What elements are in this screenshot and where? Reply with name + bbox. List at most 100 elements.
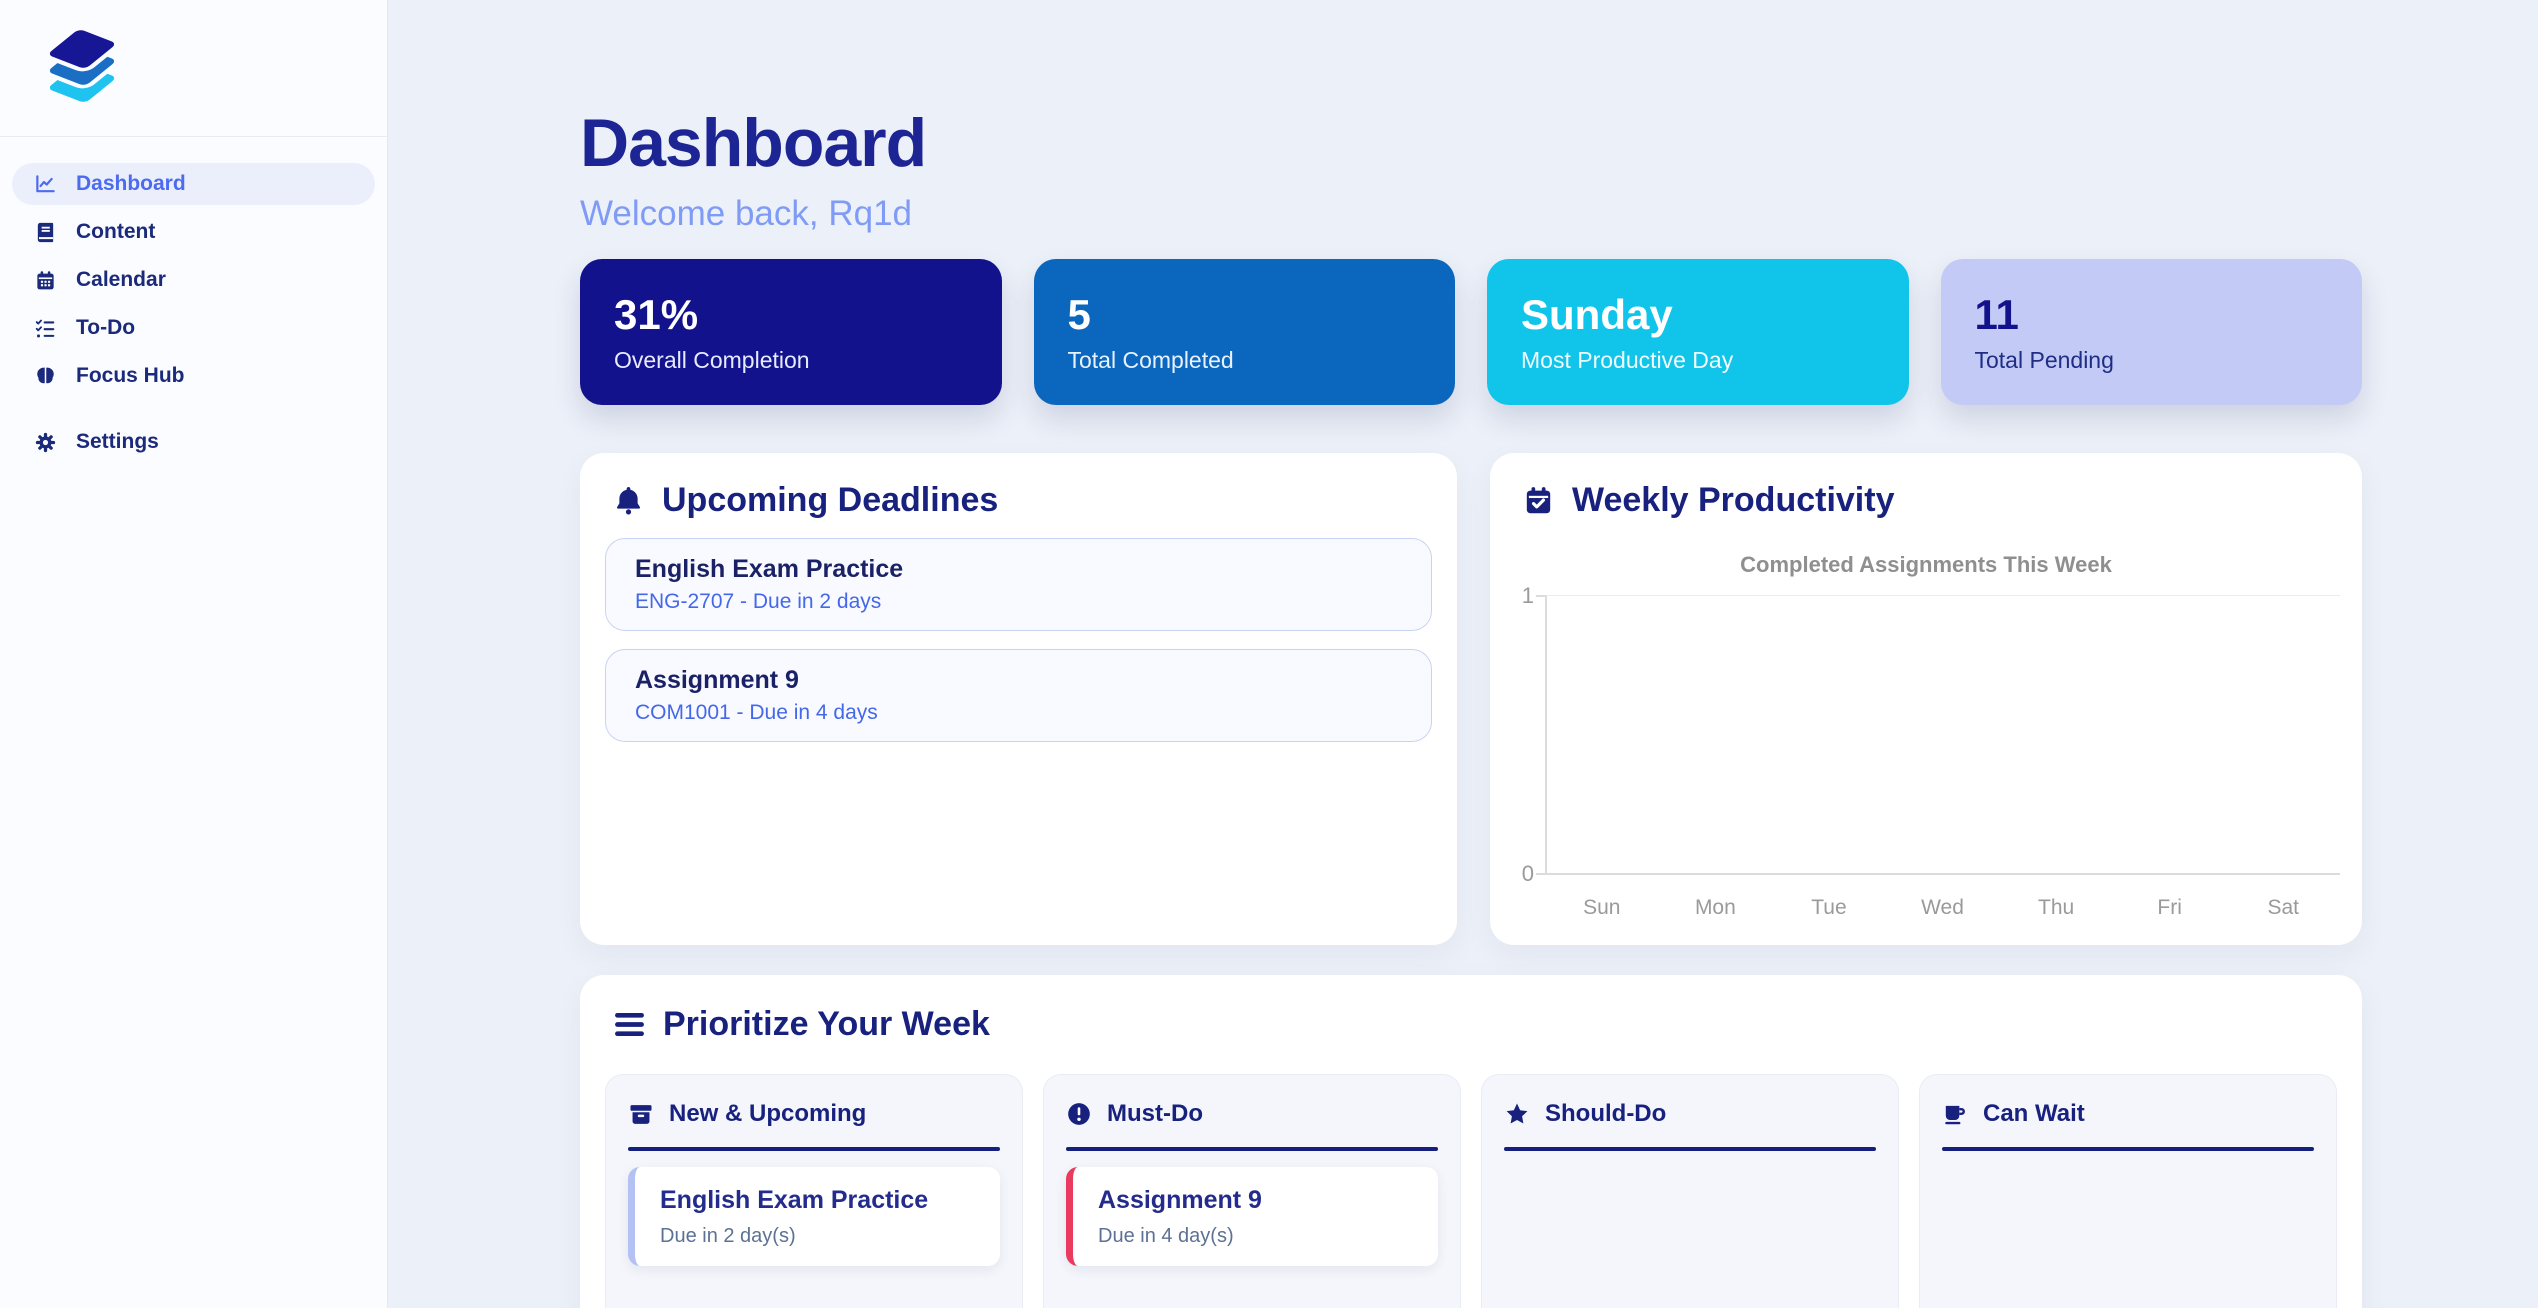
sidebar-item-label: Content — [76, 220, 156, 243]
stats-row: 31% Overall Completion 5 Total Completed… — [580, 259, 2362, 405]
sidebar-item-label: Settings — [76, 430, 159, 453]
x-axis-tick-label: Fri — [2157, 896, 2182, 919]
task-title: Assignment 9 — [1098, 1186, 1262, 1214]
deadline-title: Assignment 9 — [635, 666, 799, 694]
deadline-item[interactable]: Assignment 9 COM1001 - Due in 4 days — [605, 649, 1432, 742]
column-header: Must-Do — [1066, 1099, 1438, 1129]
column-label: Must-Do — [1107, 1100, 1203, 1127]
column-header: New & Upcoming — [628, 1099, 1000, 1129]
panel-title: Weekly Productivity — [1572, 481, 1895, 519]
sidebar-item-label: Calendar — [76, 268, 166, 291]
x-axis-tick-label: Wed — [1921, 896, 1964, 919]
column-label: New & Upcoming — [669, 1100, 867, 1127]
y-axis-tick-mark — [1536, 873, 1545, 875]
welcome-text: Welcome back, Rq1d — [580, 194, 913, 233]
column-header: Should-Do — [1504, 1099, 1876, 1129]
stat-card-overall-completion: 31% Overall Completion — [580, 259, 1002, 405]
mug-icon — [1945, 1105, 1965, 1125]
star-icon — [1506, 1103, 1528, 1124]
stat-value: 5 — [1067, 290, 1091, 338]
bell-icon — [616, 487, 641, 515]
upcoming-deadlines-panel: Upcoming Deadlines English Exam Practice… — [580, 453, 1457, 945]
brain-icon — [37, 367, 54, 383]
x-axis-tick-label: Tue — [1811, 896, 1847, 919]
stat-label: Total Completed — [1067, 346, 1234, 373]
calendar-check-icon — [1526, 487, 1551, 514]
bars-icon — [615, 1012, 644, 1037]
task-title: English Exam Practice — [660, 1186, 929, 1214]
sidebar-item-label: Dashboard — [76, 172, 186, 195]
column-underline — [628, 1147, 1000, 1151]
y-axis-tick-label: 1 — [1521, 583, 1534, 608]
x-axis-tick-label: Mon — [1694, 896, 1736, 919]
page-title: Dashboard — [580, 105, 927, 181]
sidebar-item-label: To-Do — [76, 316, 136, 339]
deadline-item[interactable]: English Exam Practice ENG-2707 - Due in … — [605, 538, 1432, 631]
column-underline — [1066, 1147, 1438, 1151]
book-icon — [37, 222, 54, 242]
deadline-title: English Exam Practice — [635, 555, 904, 583]
list-check-icon — [35, 319, 55, 337]
task-due: Due in 2 day(s) — [660, 1225, 796, 1247]
stat-label: Most Productive Day — [1521, 346, 1734, 373]
priority-column-new-upcoming: New & Upcoming English Exam Practice Due… — [605, 1074, 1023, 1308]
stat-value: Sunday — [1521, 290, 1673, 338]
sidebar-item-settings[interactable]: Settings — [12, 421, 375, 463]
chart-plot-area — [1545, 595, 2340, 875]
calendar-icon — [37, 270, 54, 289]
priority-column-must-do: Must-Do Assignment 9 Due in 4 day(s) — [1043, 1074, 1461, 1308]
sidebar-nav: Dashboard Content Calendar To-Do Focus H… — [0, 137, 387, 463]
stat-card-total-completed: 5 Total Completed — [1033, 259, 1455, 405]
column-underline — [1504, 1147, 1876, 1151]
weekly-productivity-chart: 1 0 Sun Mon Tue Wed Thu Fri Sat — [1512, 583, 2340, 926]
chart-title: Completed Assignments This Week — [1740, 552, 2112, 577]
column-header: Can Wait — [1942, 1099, 2314, 1129]
prioritize-header: Prioritize Your Week — [613, 1005, 2337, 1044]
stat-card-most-productive-day: Sunday Most Productive Day — [1487, 259, 1909, 405]
deadline-detail: COM1001 - Due in 4 days — [635, 701, 878, 724]
circle-exclamation-icon — [1068, 1103, 1090, 1125]
stat-value: 11 — [1974, 290, 2019, 338]
column-label: Can Wait — [1983, 1100, 2085, 1127]
task-card[interactable]: English Exam Practice Due in 2 day(s) — [628, 1167, 1000, 1266]
sidebar-item-label: Focus Hub — [76, 364, 185, 387]
stat-value: 31% — [614, 290, 699, 338]
column-underline — [1942, 1147, 2314, 1151]
column-label: Should-Do — [1545, 1100, 1667, 1127]
sidebar-item-focus-hub[interactable]: Focus Hub — [12, 355, 375, 397]
page-header: Dashboard Welcome back, Rq1d — [580, 104, 927, 234]
sidebar-item-calendar[interactable]: Calendar — [12, 259, 375, 301]
box-archive-icon — [630, 1105, 652, 1124]
y-axis-tick-label: 0 — [1521, 861, 1534, 886]
stat-label: Total Pending — [1974, 346, 2114, 373]
stat-card-total-pending: 11 Total Pending — [1940, 259, 2362, 405]
x-axis-tick-label: Thu — [2038, 896, 2075, 919]
panel-title: Upcoming Deadlines — [662, 481, 999, 519]
sidebar-item-content[interactable]: Content — [12, 211, 375, 253]
priority-column-can-wait: Can Wait — [1919, 1074, 2337, 1308]
task-card[interactable]: Assignment 9 Due in 4 day(s) — [1066, 1167, 1438, 1266]
task-due: Due in 4 day(s) — [1098, 1225, 1234, 1247]
x-axis-labels: Sun Mon Tue Wed Thu Fri Sat — [1545, 896, 2340, 920]
upcoming-deadlines-header: Upcoming Deadlines — [612, 481, 1432, 520]
sidebar-item-dashboard[interactable]: Dashboard — [12, 163, 375, 205]
sidebar-logo-area — [0, 0, 387, 137]
stat-label: Overall Completion — [614, 346, 810, 373]
sidebar: Dashboard Content Calendar To-Do Focus H… — [0, 0, 388, 1308]
prioritize-panel: Prioritize Your Week New & Upcoming Engl… — [580, 975, 2362, 1308]
gear-icon — [35, 432, 56, 452]
weekly-productivity-header: Weekly Productivity — [1522, 481, 2340, 520]
panel-title: Prioritize Your Week — [663, 1005, 990, 1043]
panels-row: Upcoming Deadlines English Exam Practice… — [580, 453, 2362, 945]
app-logo[interactable] — [46, 22, 118, 114]
weekly-productivity-panel: Weekly Productivity Completed Assignment… — [1490, 453, 2362, 945]
priority-column-should-do: Should-Do — [1481, 1074, 1899, 1308]
priority-columns: New & Upcoming English Exam Practice Due… — [605, 1074, 2337, 1308]
chart-line-icon — [36, 174, 55, 192]
x-axis-tick-label: Sat — [2267, 896, 2300, 919]
sidebar-item-todo[interactable]: To-Do — [12, 307, 375, 349]
x-axis-tick-label: Sun — [1583, 896, 1621, 919]
deadline-detail: ENG-2707 - Due in 2 days — [635, 590, 882, 613]
y-axis-tick-mark — [1536, 595, 1545, 597]
